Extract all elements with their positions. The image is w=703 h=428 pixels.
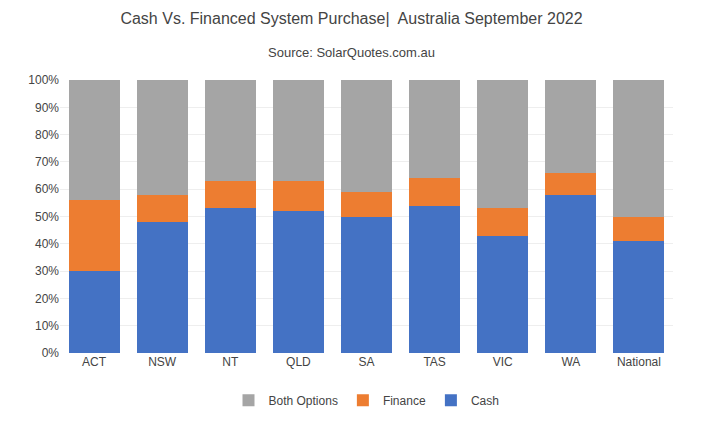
- svg-text:Cash Vs. Financed System Purch: Cash Vs. Financed System Purchase| Austr…: [120, 10, 582, 27]
- svg-text:NT: NT: [222, 355, 239, 369]
- svg-text:90%: 90%: [35, 101, 59, 115]
- svg-text:NSW: NSW: [148, 355, 177, 369]
- svg-text:60%: 60%: [35, 182, 59, 196]
- svg-text:80%: 80%: [35, 128, 59, 142]
- svg-text:ACT: ACT: [82, 355, 107, 369]
- svg-text:VIC: VIC: [493, 355, 513, 369]
- svg-text:20%: 20%: [35, 292, 59, 306]
- svg-text:0%: 0%: [42, 346, 60, 360]
- svg-text:National: National: [617, 355, 661, 369]
- svg-text:10%: 10%: [35, 319, 59, 333]
- svg-text:Both Options: Both Options: [269, 394, 338, 408]
- svg-text:70%: 70%: [35, 155, 59, 169]
- svg-text:QLD: QLD: [286, 355, 311, 369]
- svg-text:30%: 30%: [35, 264, 59, 278]
- svg-text:100%: 100%: [28, 73, 59, 87]
- svg-text:40%: 40%: [35, 237, 59, 251]
- svg-text:50%: 50%: [35, 210, 59, 224]
- svg-text:WA: WA: [561, 355, 580, 369]
- svg-text:Source: SolarQuotes.com.au: Source: SolarQuotes.com.au: [268, 45, 435, 60]
- svg-text:Cash: Cash: [471, 394, 499, 408]
- svg-text:TAS: TAS: [423, 355, 445, 369]
- svg-text:Finance: Finance: [383, 394, 426, 408]
- svg-text:SA: SA: [358, 355, 374, 369]
